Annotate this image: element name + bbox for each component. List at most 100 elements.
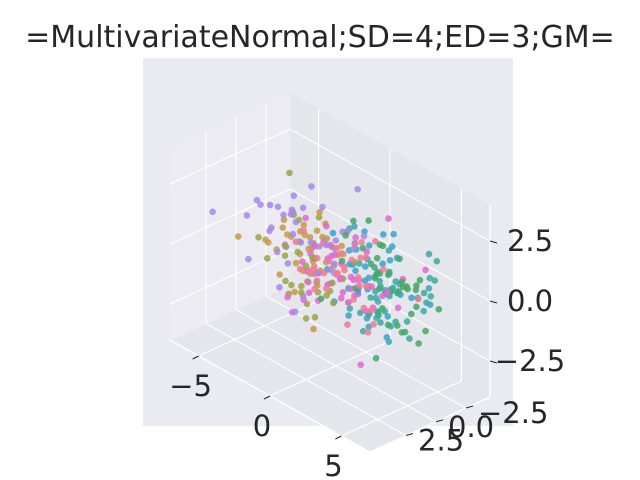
y-tick-mark bbox=[435, 419, 444, 423]
scatter-point bbox=[357, 309, 364, 317]
scatter-point bbox=[339, 289, 347, 296]
scatter-point bbox=[358, 239, 365, 246]
scatter-point bbox=[348, 256, 356, 264]
scatter-point bbox=[425, 285, 433, 292]
scatter-point bbox=[264, 254, 271, 262]
scatter-point bbox=[311, 313, 319, 321]
scatter-point bbox=[276, 284, 283, 291]
z-axis-ticks: −2.5 0.0 2.5 bbox=[489, 224, 565, 378]
scatter-point bbox=[406, 335, 413, 342]
scatter-point bbox=[274, 248, 281, 256]
scatter-point bbox=[420, 307, 428, 315]
scatter-point bbox=[352, 267, 359, 275]
scatter-point bbox=[234, 233, 242, 240]
scatter-point bbox=[346, 305, 354, 312]
scatter-point bbox=[415, 295, 422, 303]
scatter-point bbox=[398, 278, 406, 286]
scatter-point bbox=[376, 241, 384, 248]
scatter-point bbox=[350, 245, 357, 253]
scatter-point bbox=[331, 251, 338, 258]
z-grid-line-side bbox=[169, 128, 291, 185]
scatter-point bbox=[317, 295, 325, 303]
scatter-point bbox=[372, 294, 380, 302]
z-grid-line-back bbox=[289, 248, 491, 362]
scatter-point bbox=[422, 327, 429, 335]
scatter-point bbox=[305, 289, 313, 297]
y-grid-line-floor bbox=[265, 295, 467, 409]
scatter-point bbox=[330, 299, 337, 307]
y-tick-mark bbox=[405, 433, 414, 436]
scatter-point bbox=[384, 288, 391, 296]
scatter-point bbox=[359, 244, 367, 252]
scatter-point bbox=[245, 255, 252, 263]
scatter-point bbox=[294, 248, 302, 256]
scatter-point bbox=[310, 325, 317, 333]
scatter-point bbox=[336, 275, 344, 283]
scatter-point bbox=[342, 232, 349, 239]
scatter-point bbox=[310, 267, 318, 274]
scatter-point bbox=[300, 221, 308, 229]
scatter-point bbox=[320, 269, 328, 277]
scatter-point bbox=[389, 284, 397, 292]
scatter-point bbox=[354, 274, 362, 281]
scatter-point bbox=[299, 204, 307, 212]
scatter-point bbox=[274, 203, 282, 211]
y-grid-line-floor bbox=[205, 323, 407, 436]
scatter-point bbox=[351, 223, 358, 230]
scatter-point bbox=[288, 281, 295, 289]
scatter-point bbox=[367, 260, 375, 268]
scatter-point bbox=[344, 321, 351, 328]
scatter-point bbox=[362, 282, 370, 290]
scatter-point bbox=[401, 328, 409, 336]
y-tick-mark bbox=[465, 405, 474, 409]
scatter-point bbox=[284, 260, 292, 267]
y-grid-line-floor bbox=[235, 309, 437, 423]
scatter-point bbox=[425, 250, 433, 258]
z-tick-label: 2.5 bbox=[507, 224, 553, 258]
scatter-point bbox=[265, 239, 272, 246]
scatter-point bbox=[367, 294, 374, 301]
scatter-point bbox=[322, 285, 330, 292]
scatter-point bbox=[376, 285, 383, 293]
scatter-point bbox=[361, 277, 369, 285]
y-tick-label: 0.0 bbox=[448, 410, 494, 444]
scatter-point bbox=[289, 230, 297, 238]
scatter-point bbox=[281, 252, 289, 259]
scatter-point bbox=[367, 307, 375, 314]
scatter-point bbox=[286, 169, 293, 177]
scatter-point bbox=[314, 254, 321, 262]
scatter-point bbox=[365, 217, 372, 224]
scatter-point bbox=[372, 354, 380, 362]
scatter-point bbox=[257, 201, 264, 208]
scatter-point bbox=[379, 305, 386, 312]
scatter-point bbox=[370, 321, 378, 328]
z-tick-label: −2.5 bbox=[495, 344, 565, 378]
scatter-point bbox=[292, 218, 300, 226]
scatter-point bbox=[315, 214, 323, 221]
scatter-point bbox=[298, 289, 305, 296]
scatter-point bbox=[380, 231, 387, 238]
scatter-point bbox=[373, 254, 381, 262]
scatter-point bbox=[404, 285, 411, 293]
scatter-point bbox=[323, 222, 330, 230]
scatter-point bbox=[385, 271, 392, 279]
x-tick-mark bbox=[263, 395, 271, 400]
scatter-point bbox=[243, 212, 251, 219]
scatter-point bbox=[302, 214, 309, 222]
scatter-point bbox=[297, 239, 305, 246]
scatter-point bbox=[311, 285, 318, 293]
z-tick-mark bbox=[489, 360, 498, 364]
scatter-point bbox=[435, 306, 443, 313]
scatter-point bbox=[413, 282, 420, 290]
z-tick-mark bbox=[489, 240, 498, 244]
scatter-point bbox=[325, 257, 333, 265]
scatter-point bbox=[350, 217, 357, 225]
chart-title: =MultivariateNormal;SD=4;ED=3;GM= bbox=[25, 20, 615, 55]
scatter-point bbox=[431, 277, 439, 284]
scatter-point bbox=[282, 242, 289, 250]
scatter-point bbox=[288, 206, 296, 214]
scatter-point bbox=[365, 323, 373, 331]
scatter-point bbox=[253, 196, 261, 204]
scatter-point bbox=[385, 215, 392, 222]
